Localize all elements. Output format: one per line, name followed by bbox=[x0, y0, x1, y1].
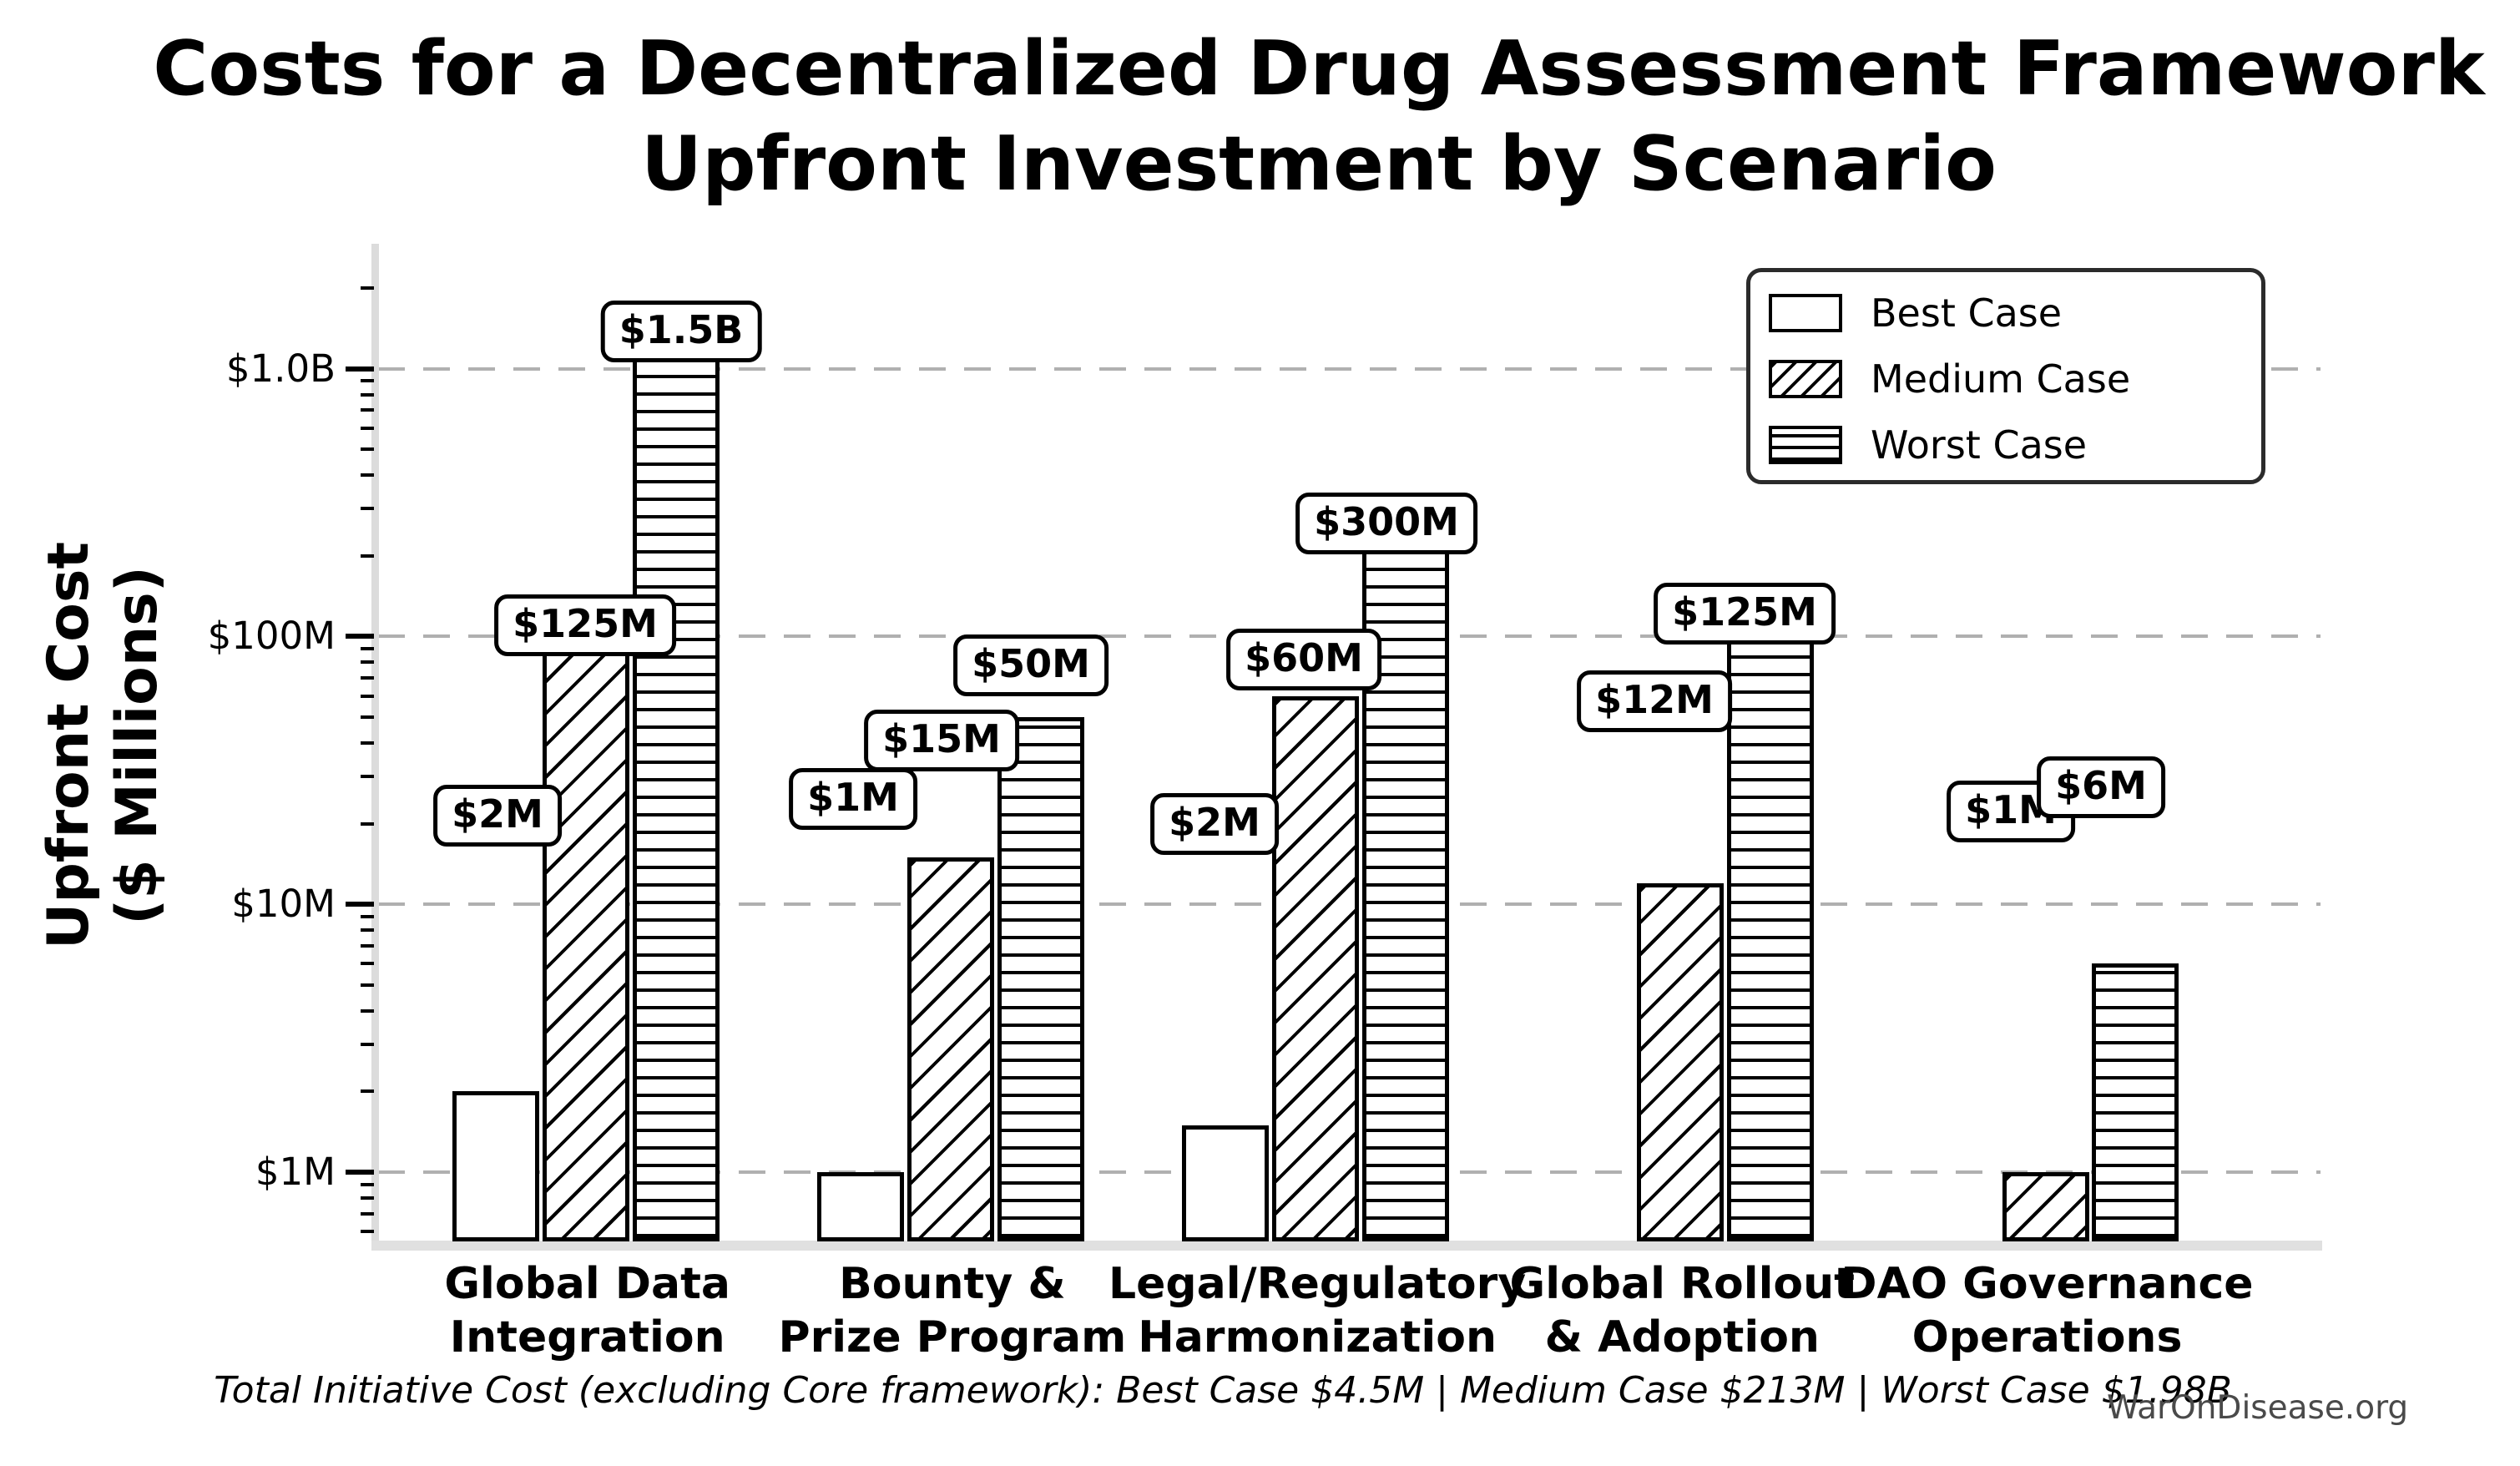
bar-worst-case-global-data bbox=[632, 321, 720, 1241]
x-category-label-global-rollout: Global Rollout & Adoption bbox=[1510, 1257, 1856, 1364]
y-tick-label-10m: $10M bbox=[231, 882, 336, 927]
legend-label-best-case: Best Case bbox=[1871, 291, 2063, 336]
y-axis-label-line1: Upfront Cost bbox=[36, 542, 102, 949]
bar-best-case-legal-regulatory bbox=[1182, 1125, 1270, 1241]
legend-swatch-worst-case-icon bbox=[1769, 426, 1842, 464]
bar-value-label-worst-case-dao-governance: $6M bbox=[2037, 756, 2165, 818]
bar-value-label-medium-case-legal-regulatory: $60M bbox=[1226, 629, 1381, 690]
bar-value-label-worst-case-global-data: $1.5B bbox=[600, 301, 762, 362]
x-category-label-global-data: Global Data Integration bbox=[444, 1257, 730, 1364]
y-minor-tick-2m bbox=[361, 1089, 374, 1094]
legend: Best Case Medium Case Worst Case bbox=[1746, 268, 2265, 484]
x-category-label-legal-regulatory: Legal/Regulatory Harmonization bbox=[1108, 1257, 1526, 1364]
bar-value-label-best-case-legal-regulatory: $2M bbox=[1150, 793, 1279, 855]
y-minor-tick-400m bbox=[361, 473, 374, 478]
y-minor-tick-0.7000000000000001m bbox=[361, 1211, 374, 1216]
x-category-label-dao-governance: DAO Governance Operations bbox=[1841, 1257, 2253, 1364]
x-category-label-line: & Adoption bbox=[1544, 1312, 1820, 1362]
legend-item-medium-case: Medium Case bbox=[1769, 353, 2130, 405]
legend-label-medium-case: Medium Case bbox=[1871, 356, 2131, 402]
x-category-label-line: Global Rollout bbox=[1509, 1259, 1856, 1309]
y-minor-tick-700m bbox=[361, 408, 374, 412]
watermark: WarOnDisease.org bbox=[2107, 1389, 2409, 1427]
y-minor-tick-20m bbox=[361, 821, 374, 826]
y-axis-spine bbox=[371, 244, 379, 1251]
bar-value-label-medium-case-global-rollout: $12M bbox=[1577, 670, 1732, 732]
total-cost-footnote: Total Initiative Cost (excluding Core fr… bbox=[214, 1369, 2232, 1412]
bar-medium-case-global-rollout bbox=[1637, 882, 1725, 1241]
y-minor-tick-70m bbox=[361, 676, 374, 680]
legend-item-worst-case: Worst Case bbox=[1769, 419, 2087, 471]
y-minor-tick-900m bbox=[361, 379, 374, 383]
x-category-label-line: Operations bbox=[1911, 1312, 2183, 1362]
y-tick-label-100m: $100M bbox=[207, 614, 336, 659]
y-minor-tick-7m bbox=[361, 943, 374, 948]
x-category-label-line: Integration bbox=[449, 1312, 725, 1362]
bar-best-case-global-data bbox=[452, 1091, 539, 1241]
y-minor-tick-0.9m bbox=[361, 1182, 374, 1186]
y-minor-tick-0.8m bbox=[361, 1196, 374, 1201]
x-category-label-bounty: Bounty & Prize Program bbox=[778, 1257, 1126, 1364]
bar-value-label-medium-case-bounty: $15M bbox=[864, 710, 1019, 771]
y-minor-tick-40m bbox=[361, 741, 374, 746]
y-minor-tick-600m bbox=[361, 426, 374, 430]
y-minor-tick-30m bbox=[361, 775, 374, 779]
bar-value-label-best-case-global-data: $2M bbox=[433, 785, 562, 847]
y-minor-tick-500m bbox=[361, 447, 374, 452]
bar-worst-case-dao-governance bbox=[2092, 963, 2179, 1241]
legend-label-worst-case: Worst Case bbox=[1871, 422, 2088, 468]
y-minor-tick-5m bbox=[361, 983, 374, 987]
x-category-label-line: Prize Program bbox=[778, 1312, 1127, 1362]
x-axis-spine bbox=[371, 1241, 2322, 1251]
x-category-label-line: Global Data bbox=[444, 1259, 731, 1309]
y-major-tick-1m bbox=[346, 1170, 374, 1175]
bar-value-label-worst-case-global-rollout: $125M bbox=[1654, 583, 1836, 645]
y-minor-tick-6m bbox=[361, 962, 374, 966]
legend-item-best-case: Best Case bbox=[1769, 287, 2062, 339]
y-minor-tick-300m bbox=[361, 507, 374, 511]
x-category-label-line: Harmonization bbox=[1138, 1312, 1497, 1362]
chart-title-line2: Upfront Investment by Scenario bbox=[641, 120, 1997, 208]
bar-value-label-worst-case-legal-regulatory: $300M bbox=[1295, 493, 1477, 554]
bar-medium-case-dao-governance bbox=[2002, 1172, 2089, 1241]
y-minor-tick-800m bbox=[361, 392, 374, 397]
y-minor-tick-2000m bbox=[361, 286, 374, 291]
x-category-label-line: DAO Governance bbox=[1841, 1259, 2254, 1309]
gridline-1-0b bbox=[378, 366, 2321, 371]
y-major-tick-1-0b bbox=[346, 366, 374, 372]
chart-title-line1: Costs for a Decentralized Drug Assessmen… bbox=[153, 25, 2485, 113]
bar-medium-case-global-data bbox=[542, 610, 629, 1241]
y-major-tick-10m bbox=[346, 902, 374, 907]
y-tick-label-1-0b: $1.0B bbox=[225, 346, 336, 391]
y-minor-tick-90m bbox=[361, 647, 374, 651]
bar-worst-case-bounty bbox=[997, 716, 1084, 1241]
y-minor-tick-50m bbox=[361, 715, 374, 719]
bar-value-label-best-case-bounty: $1M bbox=[789, 768, 917, 830]
bar-value-label-medium-case-global-data: $125M bbox=[494, 594, 676, 656]
y-minor-tick-80m bbox=[361, 660, 374, 665]
y-minor-tick-8m bbox=[361, 928, 374, 933]
y-minor-tick-3m bbox=[361, 1042, 374, 1046]
x-category-label-line: Legal/Regulatory bbox=[1108, 1259, 1527, 1309]
bar-worst-case-global-rollout bbox=[1727, 610, 1815, 1241]
y-major-tick-100m bbox=[346, 634, 374, 639]
y-minor-tick-60m bbox=[361, 694, 374, 698]
legend-swatch-best-case-icon bbox=[1769, 294, 1842, 332]
x-category-label-line: Bounty & bbox=[839, 1259, 1066, 1309]
bar-medium-case-legal-regulatory bbox=[1272, 695, 1360, 1241]
y-minor-tick-0.6000000000000001m bbox=[361, 1230, 374, 1234]
y-minor-tick-200m bbox=[361, 554, 374, 558]
bar-worst-case-legal-regulatory bbox=[1362, 508, 1449, 1241]
y-tick-label-1m: $1M bbox=[255, 1150, 336, 1194]
y-minor-tick-9m bbox=[361, 914, 374, 918]
bar-best-case-bounty bbox=[817, 1172, 905, 1241]
legend-swatch-medium-case-icon bbox=[1769, 360, 1842, 398]
bar-value-label-worst-case-bounty: $50M bbox=[953, 634, 1108, 696]
bar-medium-case-bounty bbox=[907, 857, 994, 1241]
y-minor-tick-4m bbox=[361, 1009, 374, 1013]
